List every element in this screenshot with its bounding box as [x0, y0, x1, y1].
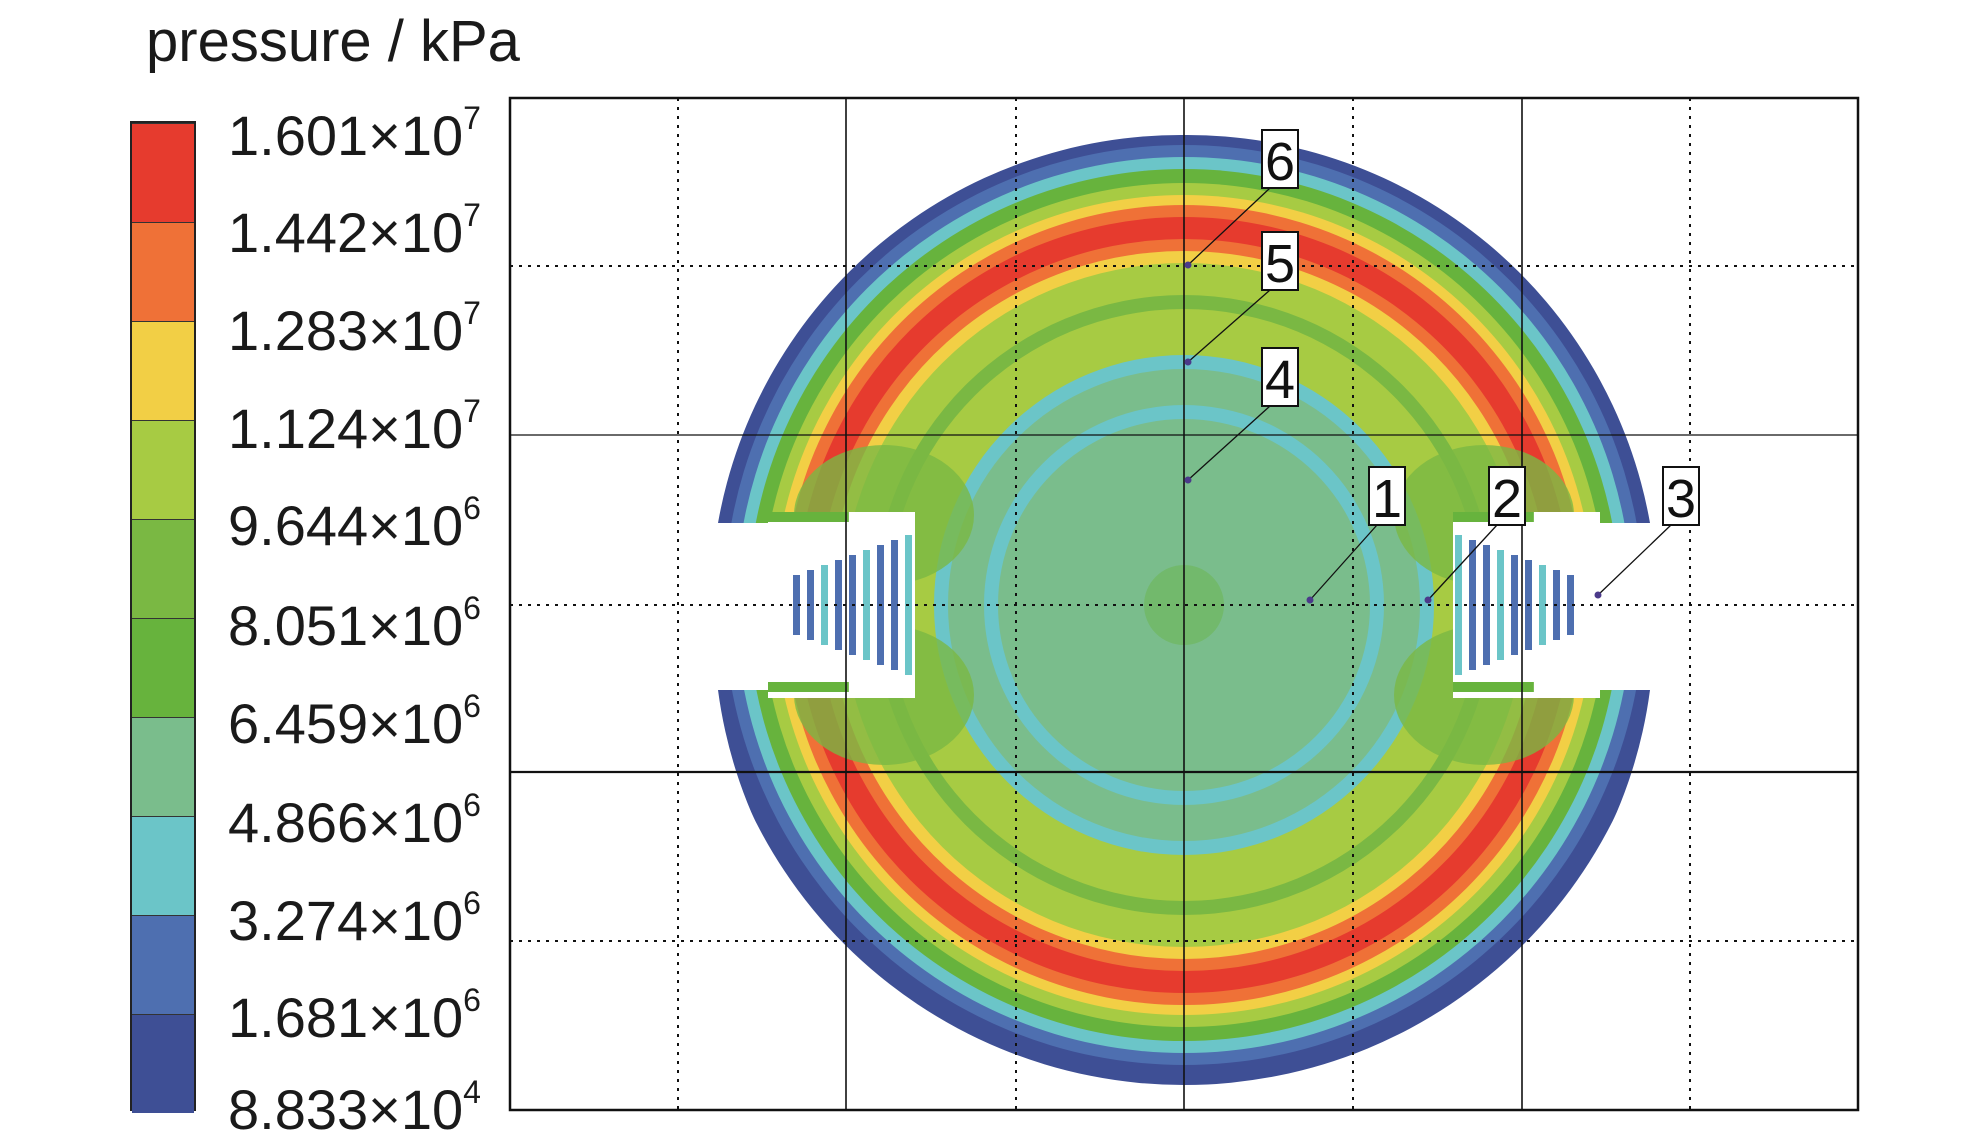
slot-stripe: [821, 565, 828, 645]
probe-label-box: [1261, 231, 1299, 291]
colorbar-label: 4.866×106: [228, 789, 481, 851]
probe-point: [1594, 591, 1602, 599]
probe-point: [1184, 476, 1192, 484]
slot-edge: [768, 682, 849, 692]
colorbar-band: [132, 915, 194, 1014]
colorbar-label-exponent: 7: [463, 393, 481, 429]
probe-label: 1: [1372, 469, 1402, 529]
probe-point: [1184, 358, 1192, 366]
slot-stripe: [1469, 540, 1476, 670]
slot-stripe: [1511, 555, 1518, 655]
probe-leader-line: [1187, 289, 1271, 363]
colorbar-label-mantissa: 1.601×10: [228, 104, 464, 167]
probe-label: 6: [1265, 132, 1295, 192]
probe-label: 5: [1265, 234, 1295, 294]
colorbar-label: 1.442×107: [228, 199, 481, 261]
plot-grid: [508, 96, 1860, 1112]
slot-stripe: [891, 540, 898, 670]
colorbar-band: [132, 1014, 194, 1113]
slot-stripe: [793, 575, 800, 635]
colorbar-label-exponent: 6: [463, 490, 481, 526]
colorbar-label: 1.681×106: [228, 984, 481, 1046]
colorbar-label-exponent: 6: [463, 982, 481, 1018]
colorbar-label-exponent: 7: [463, 197, 481, 233]
colorbar-label: 8.051×106: [228, 592, 481, 654]
colorbar-label: 1.283×107: [228, 297, 481, 359]
colorbar-label: 1.124×107: [228, 395, 481, 457]
probe-leader-line: [1187, 187, 1271, 266]
colorbar-label: 8.833×104: [228, 1076, 481, 1138]
probe-label: 3: [1666, 469, 1696, 529]
slot-edge: [1453, 682, 1534, 692]
probe-label-box: [1261, 129, 1299, 189]
slot-stripe: [1455, 535, 1462, 675]
probe-leader-line: [1597, 524, 1672, 596]
probe-leader-line: [1309, 524, 1378, 601]
probe-leader-line: [1187, 405, 1271, 481]
colorbar-label-mantissa: 4.866×10: [228, 791, 464, 854]
colorbar-label: 1.601×107: [228, 102, 481, 164]
colorbar-label-mantissa: 9.644×10: [228, 494, 464, 557]
colorbar-band: [132, 222, 194, 321]
colorbar-label-exponent: 6: [463, 787, 481, 823]
colorbar-label-mantissa: 8.833×10: [228, 1078, 464, 1141]
probe-point: [1184, 261, 1192, 269]
slot-stripe: [835, 560, 842, 650]
colorbar-band: [132, 519, 194, 618]
probe-markers: 1 2 3 4 5 6: [1184, 129, 1700, 604]
probe-label-box: [1488, 466, 1526, 526]
probe-point: [1306, 596, 1314, 604]
probe-label: 4: [1265, 350, 1295, 410]
colorbar-label-mantissa: 1.681×10: [228, 986, 464, 1049]
slot-stripe: [1483, 545, 1490, 665]
colorbar-band: [132, 321, 194, 420]
slot-stripe: [1539, 565, 1546, 645]
colorbar-label-mantissa: 3.274×10: [228, 889, 464, 952]
colorbar-label-mantissa: 1.442×10: [228, 201, 464, 264]
probe-label-box: [1368, 466, 1406, 526]
colorbar-label: 9.644×106: [228, 492, 481, 554]
colorbar-label-exponent: 6: [463, 590, 481, 626]
colorbar-band: [132, 717, 194, 816]
slot-stripe: [807, 570, 814, 640]
colorbar-label-mantissa: 1.124×10: [228, 397, 464, 460]
colorbar-label-mantissa: 1.283×10: [228, 299, 464, 362]
colorbar-label-mantissa: 8.051×10: [228, 594, 464, 657]
probe-leader-line: [1427, 524, 1498, 601]
colorbar: [130, 121, 196, 1113]
probe-label-box: [1261, 347, 1299, 407]
slot-edge: [768, 512, 849, 522]
slot-stripe: [1567, 575, 1574, 635]
colorbar-label-exponent: 6: [463, 885, 481, 921]
colorbar-label-exponent: 4: [463, 1074, 481, 1110]
colorbar-label-mantissa: 6.459×10: [228, 692, 464, 755]
colorbar-band: [132, 816, 194, 915]
legend-title: pressure / kPa: [146, 9, 520, 74]
colorbar-band: [132, 123, 194, 222]
probe-point: [1424, 596, 1432, 604]
colorbar-label-exponent: 6: [463, 688, 481, 724]
colorbar-label: 3.274×106: [228, 887, 481, 949]
probe-label: 2: [1492, 469, 1522, 529]
colorbar-band: [132, 420, 194, 519]
colorbar-band: [132, 618, 194, 717]
slot-stripe: [863, 550, 870, 660]
probe-label-box: [1662, 466, 1700, 526]
colorbar-label-exponent: 7: [463, 100, 481, 136]
colorbar-label: 6.459×106: [228, 690, 481, 752]
colorbar-label-exponent: 7: [463, 295, 481, 331]
